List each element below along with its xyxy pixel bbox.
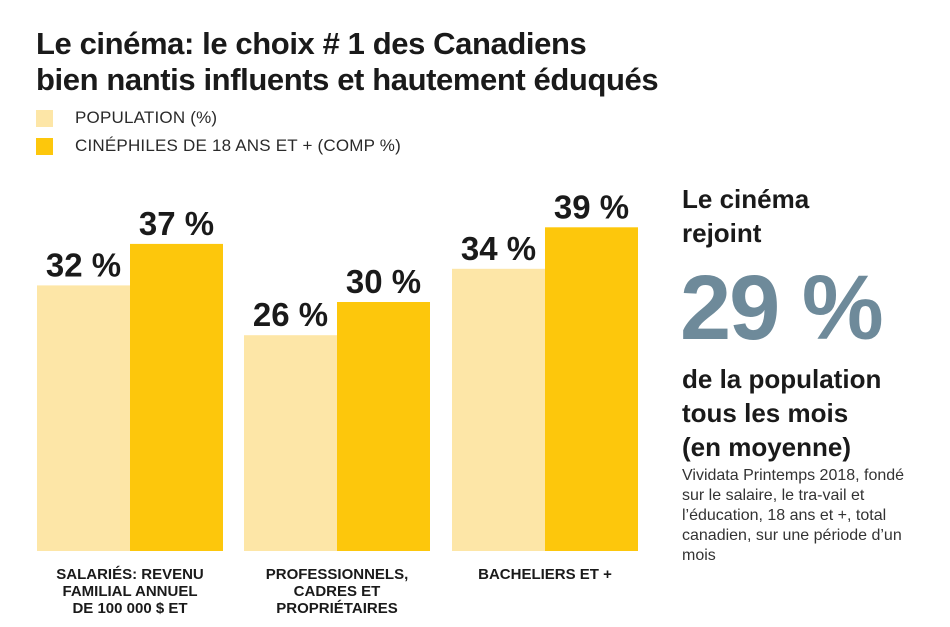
category-label-professionals: PROFESSIONNELS, CADRES ET PROPRIÉTAIRES [237,566,437,617]
legend-label-population: POPULATION (%) [75,108,218,127]
title-line-2: bien nantis influents et hautement éduqu… [36,62,659,97]
bar-population-bachelors [452,268,545,551]
bar-population-professionals [244,335,337,551]
legend: POPULATION (%) CINÉPHILES DE 18 ANS ET +… [36,104,401,160]
callout-big-value: 29 % [680,257,884,359]
callout-line-4: tous les mois [682,398,849,428]
category-label-line: SALARIÉS: REVENU [56,566,204,583]
data-label-population-bachelors: 34 % [461,230,536,267]
callout-line-2: rejoint [682,218,762,248]
title-line-1: Le cinéma: le choix # 1 des Canadiens [36,26,587,61]
bar-cinephiles-professionals [337,302,430,551]
category-label-income: SALARIÉS: REVENU FAMILIAL ANNUEL DE 100 … [30,566,230,617]
callout-line-1: Le cinéma [682,184,810,214]
data-label-cinephiles-bachelors: 39 % [554,188,629,225]
side-callout: Le cinéma rejoint 29 % de la population … [680,182,932,464]
category-label-line: DE 100 000 $ ET [72,600,188,617]
legend-swatch-cinephiles [36,137,53,155]
data-label-cinephiles-income: 37 % [139,205,214,242]
bar-population-income [37,285,130,551]
legend-label-cinephiles: CINÉPHILES DE 18 ANS ET + (COMP %) [75,136,401,155]
category-label-bachelors: BACHELIERS ET + [445,566,645,583]
data-label-population-income: 32 % [46,246,121,283]
category-label-line: CADRES ET [293,583,381,600]
callout-line-5: (en moyenne) [682,432,852,462]
legend-item-cinephiles: CINÉPHILES DE 18 ANS ET + (COMP %) [36,132,401,160]
bar-cinephiles-bachelors [545,227,638,552]
data-label-cinephiles-professionals: 30 % [346,263,421,300]
data-label-population-professionals: 26 % [253,296,328,333]
legend-swatch-population [36,109,53,127]
category-label-line: BACHELIERS ET + [478,566,612,583]
chart-title: Le cinéma: le choix # 1 des Canadiens bi… [36,26,756,98]
callout-line-3: de la population [682,364,882,394]
category-label-line: PROPRIÉTAIRES [276,600,398,617]
category-label-line: PROFESSIONNELS, [265,566,409,583]
category-label-line: FAMILIAL ANNUEL [62,583,198,600]
legend-item-population: POPULATION (%) [36,104,401,132]
source-note: Vividata Printemps 2018, fondé sur le sa… [682,467,905,564]
bar-cinephiles-income [130,243,223,551]
